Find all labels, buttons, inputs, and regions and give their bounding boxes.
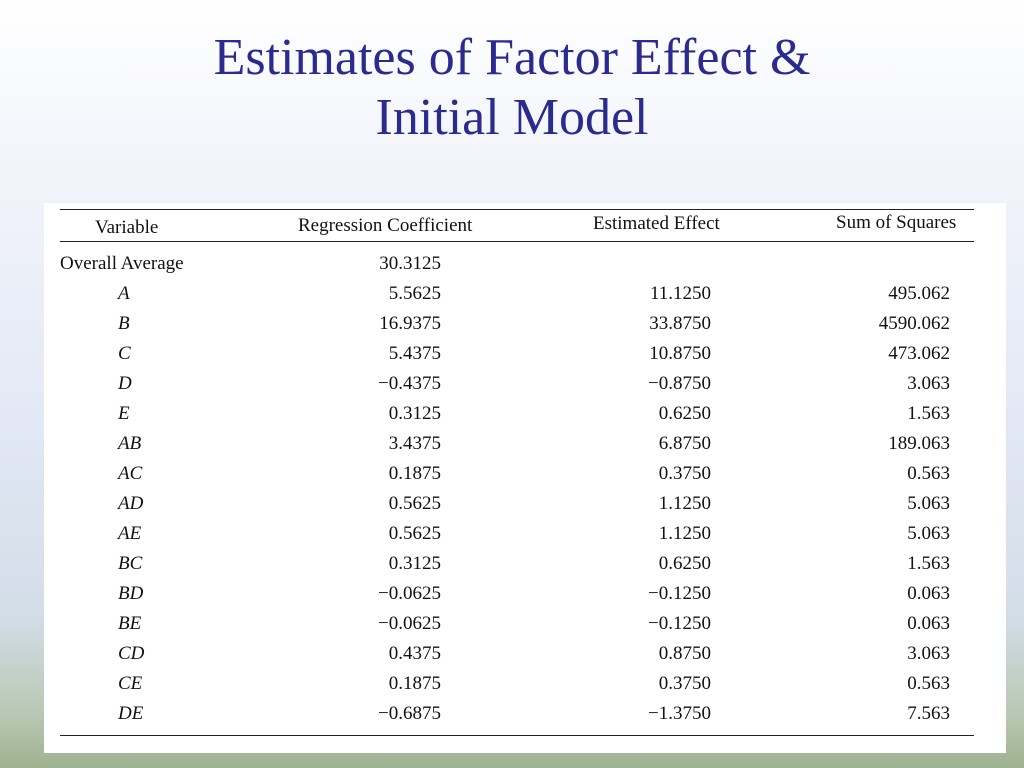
cell-variable: DE bbox=[118, 703, 144, 724]
cell-sum-of-squares: 495.062 bbox=[888, 283, 950, 304]
cell-sum-of-squares: 5.063 bbox=[907, 493, 950, 514]
cell-regression-coefficient: 0.1875 bbox=[388, 673, 441, 694]
cell-variable: AD bbox=[118, 493, 144, 514]
table-row: AC 0.1875 0.3750 0.563 bbox=[44, 463, 1006, 493]
cell-estimated-effect: 0.6250 bbox=[658, 553, 711, 574]
table-top-rule bbox=[60, 209, 974, 210]
cell-regression-coefficient: 5.5625 bbox=[388, 283, 441, 304]
cell-sum-of-squares: 3.063 bbox=[907, 373, 950, 394]
cell-estimated-effect: −0.1250 bbox=[648, 613, 711, 634]
cell-variable: D bbox=[118, 373, 132, 394]
header-sum-of-squares: Sum of Squares bbox=[836, 212, 957, 233]
cell-variable: AC bbox=[118, 463, 143, 484]
cell-regression-coefficient: 5.4375 bbox=[388, 343, 441, 364]
cell-regression-coefficient: 0.5625 bbox=[388, 523, 441, 544]
cell-sum-of-squares: 0.063 bbox=[907, 613, 950, 634]
cell-variable: Overall Average bbox=[60, 253, 184, 274]
cell-sum-of-squares: 4590.062 bbox=[878, 313, 950, 334]
cell-variable: E bbox=[118, 403, 130, 424]
cell-estimated-effect: 0.3750 bbox=[658, 463, 711, 484]
cell-sum-of-squares: 3.063 bbox=[907, 643, 950, 664]
cell-variable: BE bbox=[118, 613, 142, 634]
cell-estimated-effect: −0.1250 bbox=[648, 583, 711, 604]
cell-estimated-effect: 0.6250 bbox=[658, 403, 711, 424]
cell-estimated-effect: 0.3750 bbox=[658, 673, 711, 694]
table-row: BD −0.0625 −0.1250 0.063 bbox=[44, 583, 1006, 613]
cell-regression-coefficient: 0.1875 bbox=[388, 463, 441, 484]
table-row: CE 0.1875 0.3750 0.563 bbox=[44, 673, 1006, 703]
table-row: BE −0.0625 −0.1250 0.063 bbox=[44, 613, 1006, 643]
cell-variable: AE bbox=[118, 523, 142, 544]
cell-variable: A bbox=[118, 283, 130, 304]
table-row: B 16.9375 33.8750 4590.062 bbox=[44, 313, 1006, 343]
table-header-rule bbox=[60, 241, 974, 242]
cell-estimated-effect: −0.8750 bbox=[648, 373, 711, 394]
slide-title-line-2: Initial Model bbox=[375, 89, 649, 146]
header-estimated-effect: Estimated Effect bbox=[593, 213, 720, 234]
cell-sum-of-squares: 7.563 bbox=[907, 703, 950, 724]
cell-estimated-effect: −1.3750 bbox=[648, 703, 711, 724]
cell-estimated-effect: 6.8750 bbox=[658, 433, 711, 454]
cell-sum-of-squares: 0.563 bbox=[907, 673, 950, 694]
cell-regression-coefficient: 0.3125 bbox=[388, 553, 441, 574]
cell-sum-of-squares: 0.063 bbox=[907, 583, 950, 604]
table-row: BC 0.3125 0.6250 1.563 bbox=[44, 553, 1006, 583]
cell-regression-coefficient: 0.3125 bbox=[388, 403, 441, 424]
slide-title: Estimates of Factor Effect & Initial Mod… bbox=[0, 28, 1024, 148]
cell-estimated-effect: 1.1250 bbox=[658, 523, 711, 544]
cell-regression-coefficient: −0.0625 bbox=[378, 613, 441, 634]
cell-sum-of-squares: 1.563 bbox=[907, 403, 950, 424]
table-bottom-rule bbox=[60, 735, 974, 736]
cell-sum-of-squares: 1.563 bbox=[907, 553, 950, 574]
table-row: DE −0.6875 −1.3750 7.563 bbox=[44, 703, 1006, 733]
cell-sum-of-squares: 189.063 bbox=[888, 433, 950, 454]
cell-variable: BD bbox=[118, 583, 144, 604]
table-row: AB 3.4375 6.8750 189.063 bbox=[44, 433, 1006, 463]
cell-variable: CE bbox=[118, 673, 143, 694]
cell-estimated-effect: 1.1250 bbox=[658, 493, 711, 514]
table-row: D −0.4375 −0.8750 3.063 bbox=[44, 373, 1006, 403]
table-row: Overall Average 30.3125 bbox=[44, 253, 1006, 283]
table-row: AE 0.5625 1.1250 5.063 bbox=[44, 523, 1006, 553]
effects-table: Variable Regression Coefficient Estimate… bbox=[44, 203, 1006, 753]
cell-estimated-effect: 10.8750 bbox=[649, 343, 711, 364]
cell-regression-coefficient: 0.4375 bbox=[388, 643, 441, 664]
cell-regression-coefficient: 3.4375 bbox=[388, 433, 441, 454]
cell-variable: AB bbox=[118, 433, 142, 454]
cell-regression-coefficient: −0.4375 bbox=[378, 373, 441, 394]
table-row: C 5.4375 10.8750 473.062 bbox=[44, 343, 1006, 373]
cell-estimated-effect: 33.8750 bbox=[649, 313, 711, 334]
cell-regression-coefficient: −0.6875 bbox=[378, 703, 441, 724]
slide-title-line-1: Estimates of Factor Effect & bbox=[213, 29, 811, 86]
cell-variable: B bbox=[118, 313, 130, 334]
cell-estimated-effect: 11.1250 bbox=[649, 283, 711, 304]
table-row: AD 0.5625 1.1250 5.063 bbox=[44, 493, 1006, 523]
table-row: A 5.5625 11.1250 495.062 bbox=[44, 283, 1006, 313]
cell-sum-of-squares: 0.563 bbox=[907, 463, 950, 484]
header-variable: Variable bbox=[95, 217, 159, 238]
cell-regression-coefficient: 16.9375 bbox=[379, 313, 441, 334]
cell-regression-coefficient: 30.3125 bbox=[379, 253, 441, 274]
cell-sum-of-squares: 5.063 bbox=[907, 523, 950, 544]
cell-sum-of-squares: 473.062 bbox=[888, 343, 950, 364]
cell-regression-coefficient: −0.0625 bbox=[378, 583, 441, 604]
header-regression-coefficient: Regression Coefficient bbox=[298, 215, 473, 236]
cell-variable: BC bbox=[118, 553, 143, 574]
cell-variable: CD bbox=[118, 643, 145, 664]
table-row: CD 0.4375 0.8750 3.063 bbox=[44, 643, 1006, 673]
cell-variable: C bbox=[118, 343, 131, 364]
cell-estimated-effect: 0.8750 bbox=[658, 643, 711, 664]
cell-regression-coefficient: 0.5625 bbox=[388, 493, 441, 514]
table-row: E 0.3125 0.6250 1.563 bbox=[44, 403, 1006, 433]
